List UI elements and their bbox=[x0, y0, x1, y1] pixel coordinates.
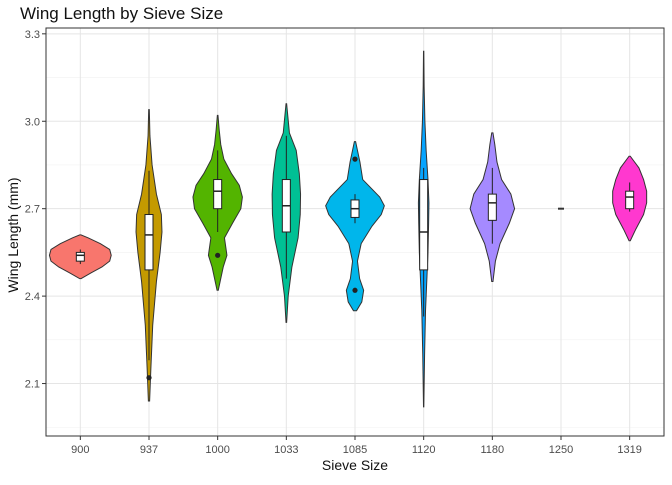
y-axis-title: Wing Length (mm) bbox=[5, 177, 21, 292]
chart-title: Wing Length by Sieve Size bbox=[20, 4, 224, 23]
box-937 bbox=[144, 214, 154, 271]
box-900 bbox=[75, 251, 85, 262]
y-tick-label: 2.4 bbox=[25, 291, 40, 303]
y-tick-label: 2.1 bbox=[25, 379, 40, 391]
x-tick-label: 1120 bbox=[412, 444, 436, 456]
x-tick-label: 1033 bbox=[274, 444, 298, 456]
axis-layer: 2.1 2.4 2.7 3.0 3.3 900 937 1000 1033 1085 1120 118… bbox=[25, 29, 642, 456]
outlier-1000 bbox=[215, 252, 221, 258]
y-tick-label: 3.3 bbox=[25, 29, 40, 41]
x-tick-label: 1085 bbox=[343, 444, 367, 456]
x-axis-title: Sieve Size bbox=[322, 457, 388, 473]
x-tick-label: 937 bbox=[140, 444, 158, 456]
outlier-1085 bbox=[352, 287, 358, 293]
violin-1085 bbox=[325, 141, 385, 312]
outlier-1085 bbox=[352, 156, 358, 162]
x-tick-label: 1000 bbox=[205, 444, 229, 456]
outlier-937 bbox=[146, 375, 152, 381]
box-1319 bbox=[625, 190, 635, 210]
x-tick-label: 1180 bbox=[481, 444, 505, 456]
x-tick-label: 900 bbox=[71, 444, 89, 456]
box-1180 bbox=[487, 193, 497, 221]
x-tick-label: 1319 bbox=[617, 444, 641, 456]
box-1000 bbox=[213, 179, 223, 210]
box-layer bbox=[75, 135, 635, 381]
box-1120 bbox=[419, 179, 429, 271]
y-tick-label: 2.7 bbox=[25, 204, 40, 216]
y-tick-label: 3.0 bbox=[25, 116, 40, 128]
x-tick-label: 1250 bbox=[549, 444, 573, 456]
violin-layer bbox=[48, 50, 648, 408]
